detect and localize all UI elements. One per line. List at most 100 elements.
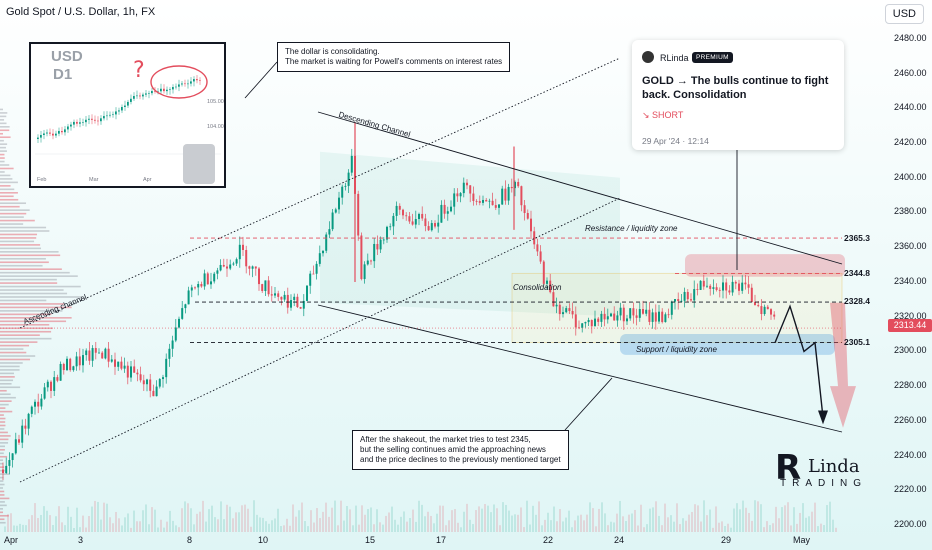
volume-bar [193,524,195,532]
volume-bar [211,505,213,532]
inset-candle-body [115,111,117,115]
resistance-liquidity-zone [685,254,845,277]
y-tick-label: 2420.00 [894,137,927,148]
inset-candle-body [109,114,111,116]
candle-body [72,366,75,371]
volume-bar [448,520,450,532]
volume-profile-bar [0,212,27,215]
volume-bar [601,502,603,532]
inset-candle-body [178,84,180,87]
dollar-note-pointer [244,61,278,99]
volume-bar [256,514,258,532]
candle-body [395,205,398,216]
volume-bar [610,521,612,532]
shakeout-note-pointer [564,377,613,431]
candle-body [283,294,286,300]
candle-body [610,313,612,317]
volume-profile-bar [0,185,11,187]
candle-body [414,219,417,225]
volume-bar [685,520,687,532]
volume-profile-bar [0,396,16,399]
candle-body [14,439,17,454]
volume-profile-bar [0,282,58,284]
volume-bar [616,513,618,532]
candle-body [104,348,107,359]
volume-bar [229,506,231,532]
x-tick-label: 24 [614,535,625,545]
volume-profile-bar [0,237,37,239]
candle-body [613,313,616,321]
volume-bar [58,506,60,532]
volume-profile-bar [0,164,10,166]
volume-bar [751,520,753,532]
volume-bar [613,522,615,532]
volume-bar [145,504,147,532]
volume-bar [73,527,75,532]
volume-bar [475,510,477,532]
volume-profile-bar [0,271,70,274]
volume-bar [325,502,327,532]
volume-bar [280,526,282,532]
volume-profile-bar [0,306,72,309]
volume-bar [67,506,69,532]
volume-bar [445,525,447,532]
candle-body [376,243,379,250]
inset-candle-body [79,122,81,124]
volume-profile-bar [0,132,3,135]
volume-bar [232,518,234,532]
candle-body [552,292,555,307]
volume-bar [823,525,825,532]
volume-bar [163,527,165,532]
candle-body [146,379,148,385]
volume-profile-bar [0,414,4,416]
idea-card[interactable]: RLinda PREMIUM GOLD → The bulls continue… [632,40,844,150]
x-tick-label: 22 [543,535,554,545]
volume-bar [91,506,93,532]
volume-profile-bar [0,445,5,448]
volume-bar [502,502,504,532]
volume-bar [121,525,123,532]
inset-candle-body [133,96,135,99]
author-name[interactable]: RLinda [660,53,689,63]
candle-body [238,244,241,260]
author-photo [183,144,215,184]
volume-bar [544,519,546,532]
volume-bar [469,519,471,532]
y-tick-label: 2280.00 [894,380,927,391]
descending-channel-bottom [317,304,843,433]
volume-bar [148,524,150,532]
volume-bar [583,520,585,532]
candle-body [581,323,584,328]
inset-candle-body [124,105,126,107]
forecast-arrowhead [818,410,828,425]
volume-profile-bar [0,191,18,194]
volume-profile-bar [0,407,6,409]
volume-bar [274,518,276,532]
volume-profile-bar [0,119,5,121]
volume-bar [361,505,363,532]
volume-profile-bar [0,518,5,521]
idea-headline[interactable]: GOLD → The bulls continue to fight back.… [642,75,829,101]
inset-candle-body [160,88,162,92]
volume-bar [244,504,246,532]
y-tick-label: 2320.00 [894,310,927,321]
volume-bar [787,502,789,532]
currency-button[interactable]: USD [884,4,924,24]
volume-bar [781,507,783,532]
volume-bar [112,523,114,532]
candle-body [568,308,571,312]
y-tick-label: 2380.00 [894,206,927,217]
candle-body [600,313,603,322]
x-tick-label: Apr [4,535,19,545]
volume-bar [748,512,750,532]
candle-body [475,200,478,202]
candle-body [683,291,686,301]
candle-body [526,212,529,219]
candle-body [635,315,638,318]
candle-body [421,213,424,219]
candle-body [88,350,91,361]
volume-bar [4,526,6,532]
volume-bar [139,521,141,532]
